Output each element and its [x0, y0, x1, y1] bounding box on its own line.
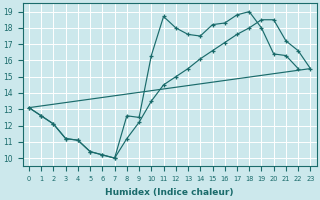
X-axis label: Humidex (Indice chaleur): Humidex (Indice chaleur) [105, 188, 234, 197]
